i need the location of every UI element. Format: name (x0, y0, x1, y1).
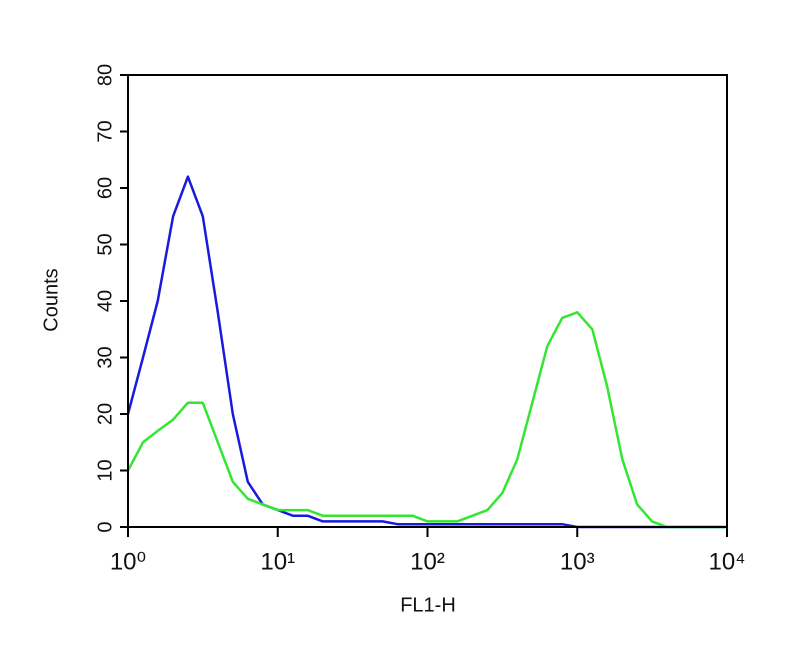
y-tick-label: 10 (94, 459, 116, 481)
series-line (126, 175, 727, 529)
y-tick-label: 60 (94, 177, 116, 199)
y-tick-label: 30 (94, 346, 116, 368)
x-tick-label: 10² (410, 548, 445, 575)
y-axis-label: Counts (40, 268, 62, 331)
y-tick-label: 0 (94, 521, 116, 532)
y-tick-label: 70 (94, 120, 116, 142)
x-tick-label: 10¹ (260, 548, 295, 575)
y-tick-label: 40 (94, 290, 116, 312)
plot-frame (127, 74, 728, 528)
x-tick-label: 10⁰ (110, 548, 146, 575)
x-tick-label: 10⁴ (708, 548, 745, 575)
x-axis-label: FL1-H (400, 594, 456, 616)
x-tick-label: 10³ (560, 548, 595, 575)
y-tick-label: 20 (94, 403, 116, 425)
y-tick-label: 80 (94, 64, 116, 86)
y-tick-label: 50 (94, 233, 116, 255)
series-line (126, 311, 727, 529)
